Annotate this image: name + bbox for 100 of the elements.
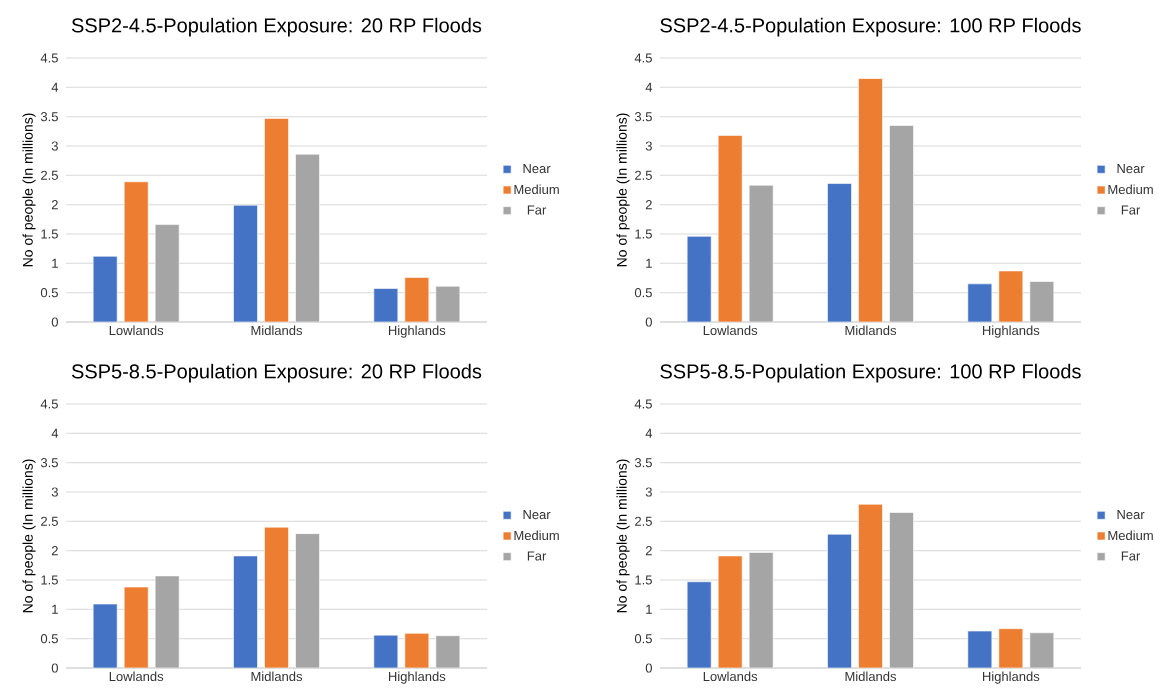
y-tick-label: 4.5 (40, 399, 58, 409)
y-tick-label: 3 (645, 141, 652, 151)
bar (858, 78, 883, 322)
legend-label: Medium (1108, 184, 1153, 195)
y-tick-label: 2.5 (41, 516, 58, 526)
y-tick-label: 1 (646, 258, 652, 268)
bar (889, 125, 914, 322)
y-tick-label: 3.5 (634, 458, 652, 468)
y-tick-label: 1 (52, 258, 58, 268)
legend-label: Near (523, 164, 551, 174)
y-tick-label: 4.5 (40, 53, 58, 63)
bar (967, 630, 993, 668)
chart-title: SSP5-8.5-Population Exposure: 100 RP Floods (660, 363, 1081, 383)
y-tick-label: 1.5 (635, 575, 652, 585)
x-tick-label: Midlands (845, 671, 897, 682)
x-tick-label: Lowlands (109, 325, 164, 336)
y-tick-label: 1.5 (635, 229, 652, 239)
y-tick-label: 2 (645, 546, 652, 556)
legend-label: Near (523, 510, 551, 520)
bar (435, 635, 461, 668)
x-tick-label: Midlands (251, 671, 303, 682)
y-tick-label: 0.5 (634, 288, 652, 298)
bar (748, 184, 774, 322)
x-tick-label: Highlands (388, 325, 446, 338)
x-tick-label: Lowlands (703, 325, 758, 336)
y-axis-title: No of people (In millions) (616, 113, 630, 267)
bar (404, 633, 430, 668)
bar (373, 288, 399, 322)
legend-label: Near (1117, 164, 1145, 174)
bar (154, 224, 180, 322)
bar (123, 586, 149, 668)
chart-title: SSP5-8.5-Population Exposure: 20 RP Floods (71, 363, 482, 383)
legend-label: Far (1121, 205, 1141, 215)
bar (92, 255, 118, 322)
bar (373, 634, 399, 668)
y-tick-label: 0 (51, 663, 58, 673)
bar (1029, 632, 1055, 668)
y-tick-label: 2.5 (635, 170, 652, 180)
y-tick-label: 1.5 (41, 229, 58, 239)
y-tick-label: 1.5 (41, 575, 58, 585)
y-tick-label: 3.5 (40, 458, 58, 468)
y-tick-label: 2.5 (635, 516, 652, 526)
bar (717, 555, 743, 668)
legend-label: Far (527, 551, 547, 561)
bar (233, 555, 258, 668)
y-axis-title: No of people (In millions) (22, 113, 36, 267)
y-tick-label: 0.5 (634, 634, 652, 644)
bar (717, 135, 743, 322)
y-tick-label: 2.5 (41, 170, 58, 180)
x-tick-label: Midlands (845, 325, 897, 336)
y-tick-label: 0 (51, 317, 58, 327)
bar (858, 504, 883, 668)
bar (123, 181, 149, 322)
y-tick-label: 4.5 (634, 399, 652, 409)
y-tick-label: 3.5 (40, 112, 58, 122)
legend-label: Medium (514, 184, 559, 195)
bar (748, 552, 774, 668)
bar (92, 603, 118, 668)
x-tick-label: Highlands (982, 671, 1040, 684)
y-tick-label: 3 (51, 487, 58, 497)
bar (404, 277, 430, 322)
bar (998, 270, 1024, 322)
y-tick-label: 3 (645, 487, 652, 497)
bar (1029, 281, 1055, 322)
y-tick-label: 3 (51, 141, 58, 151)
y-tick-label: 4 (51, 82, 59, 92)
y-tick-label: 4 (51, 428, 59, 438)
bar (264, 526, 289, 668)
y-tick-label: 4 (645, 428, 653, 438)
bar (967, 283, 993, 322)
chart-title: SSP2-4.5-Population Exposure: 20 RP Floods (71, 17, 482, 37)
y-tick-label: 4.5 (634, 53, 652, 63)
y-tick-label: 2 (645, 200, 652, 210)
bar (295, 533, 320, 668)
chart-title: SSP2-4.5-Population Exposure: 100 RP Floods (660, 17, 1081, 37)
bar (827, 183, 852, 322)
bar (435, 285, 461, 322)
bar (686, 581, 712, 668)
y-tick-label: 2 (51, 546, 58, 556)
y-tick-label: 3.5 (634, 112, 652, 122)
legend-label: Near (1117, 510, 1145, 520)
bar (889, 512, 914, 668)
legend-label: Far (527, 205, 547, 215)
legend-label: Medium (1108, 530, 1153, 541)
y-tick-label: 1 (52, 604, 58, 614)
bar (827, 533, 852, 668)
legend-label: Medium (514, 530, 559, 541)
y-tick-label: 1 (646, 604, 652, 614)
x-tick-label: Highlands (388, 671, 446, 684)
y-tick-label: 0.5 (40, 634, 58, 644)
bar (998, 628, 1024, 668)
bar (233, 204, 258, 322)
y-tick-label: 0 (645, 663, 652, 673)
y-tick-label: 0 (645, 317, 652, 327)
bar (295, 153, 320, 322)
x-tick-label: Lowlands (109, 671, 164, 682)
legend-label: Far (1121, 551, 1141, 561)
bar (154, 575, 180, 668)
bar (264, 118, 289, 322)
y-axis-title: No of people (In millions) (616, 459, 630, 613)
